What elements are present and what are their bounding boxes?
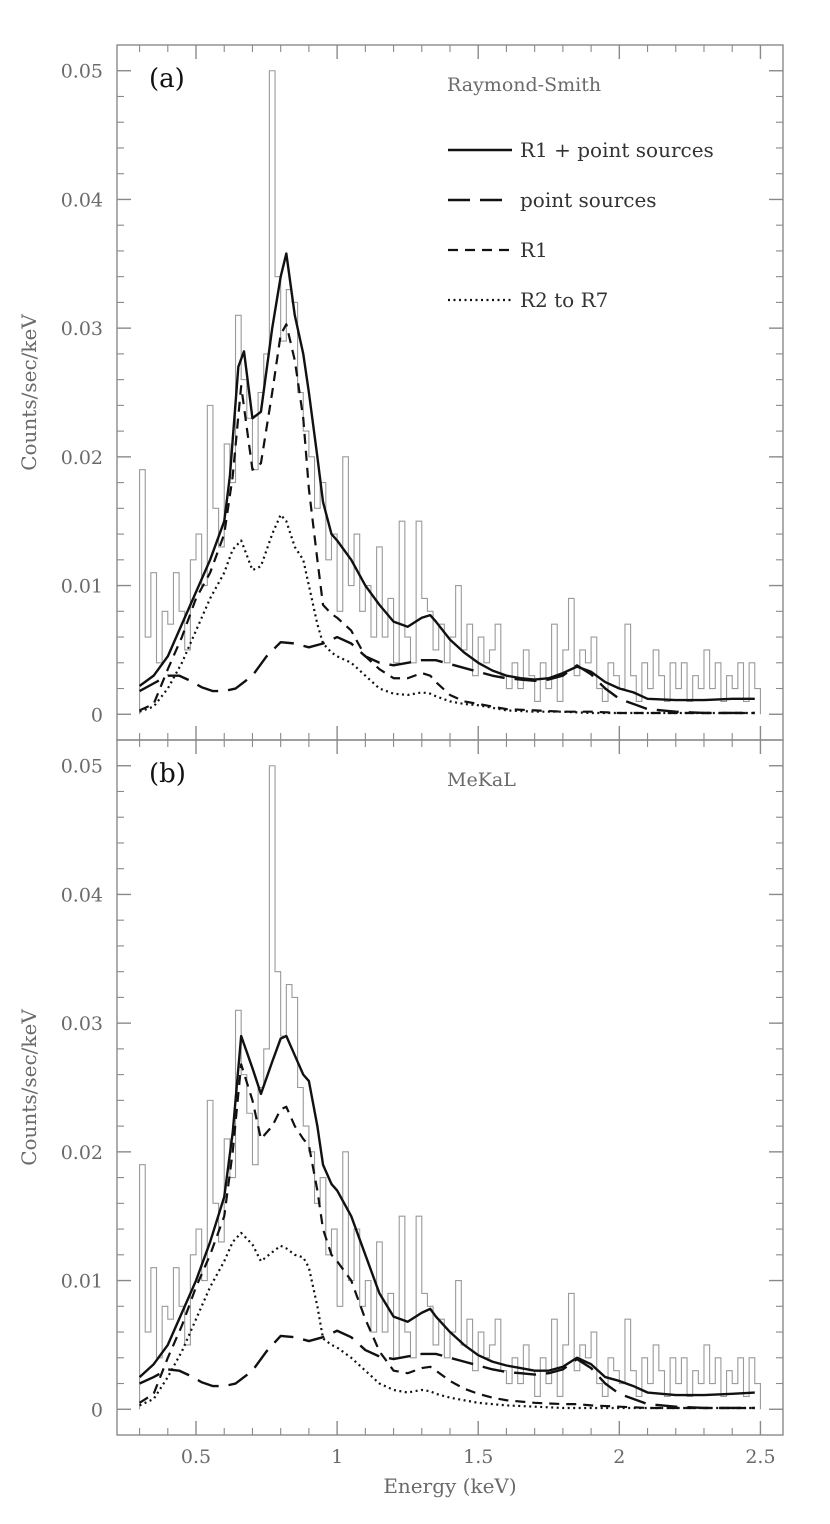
legend-label: R1 + point sources (520, 138, 714, 162)
x-tick-label: 2.5 (745, 1446, 775, 1468)
model-label: Raymond-Smith (447, 74, 601, 96)
y-tick-label: 0.02 (61, 1142, 103, 1164)
chart-panel-b: 0 0.01 0.02 0.03 0.04 0.05 0.5 1 1.5 2 2.5 Counts/s… (17, 739, 784, 1498)
y-tick-label: 0.05 (61, 61, 103, 83)
series-line-r1-point-sources (138, 1034, 755, 1397)
y-tick-label: 0 (91, 1399, 103, 1421)
x-tick-label: 2 (613, 1446, 625, 1468)
series-line-r1-point-sources (138, 252, 755, 702)
y-axis-title: Counts/sec/keV (17, 1009, 41, 1166)
legend-label: R2 to R7 (520, 288, 608, 312)
series-line-point-sources (139, 1329, 755, 1410)
series-line-r2-to-r7 (139, 513, 755, 715)
x-axis-title: Energy (keV) (383, 1474, 516, 1498)
data-histogram (139, 765, 761, 1410)
data-histogram (139, 70, 761, 715)
x-tick-label: 1 (331, 1446, 343, 1468)
y-axis-title: Counts/sec/keV (17, 314, 41, 471)
chart-panel-a: 0 0.01 0.02 0.03 0.04 0.05 Counts/sec/keV (a) Ra… (17, 44, 784, 741)
y-tick-label: 0.01 (61, 1271, 103, 1293)
y-tick-label: 0.04 (61, 189, 103, 211)
series-line-r2-to-r7 (139, 1231, 755, 1410)
series-line-r1 (139, 323, 755, 715)
y-tick-label: 0.05 (61, 756, 103, 778)
x-tick-label: 0.5 (181, 1446, 211, 1468)
series-line-r1 (138, 1063, 755, 1410)
y-tick-label: 0.03 (61, 318, 103, 340)
y-tick-label: 0.02 (61, 447, 103, 469)
model-label: MeKaL (447, 769, 516, 791)
y-tick-label: 0.03 (61, 1013, 103, 1035)
legend-label: point sources (520, 188, 657, 212)
panel-label: (a) (149, 64, 185, 94)
series-line-point-sources (139, 635, 755, 715)
legend: R1 + point sources point sources R1 R2 to R… (448, 138, 714, 312)
legend-label: R1 (520, 238, 548, 262)
y-tick-label: 0.04 (61, 884, 103, 906)
x-tick-label: 1.5 (463, 1446, 493, 1468)
y-tick-label: 0.01 (61, 576, 103, 598)
panel-label: (b) (149, 759, 186, 789)
y-tick-label: 0 (91, 704, 103, 726)
